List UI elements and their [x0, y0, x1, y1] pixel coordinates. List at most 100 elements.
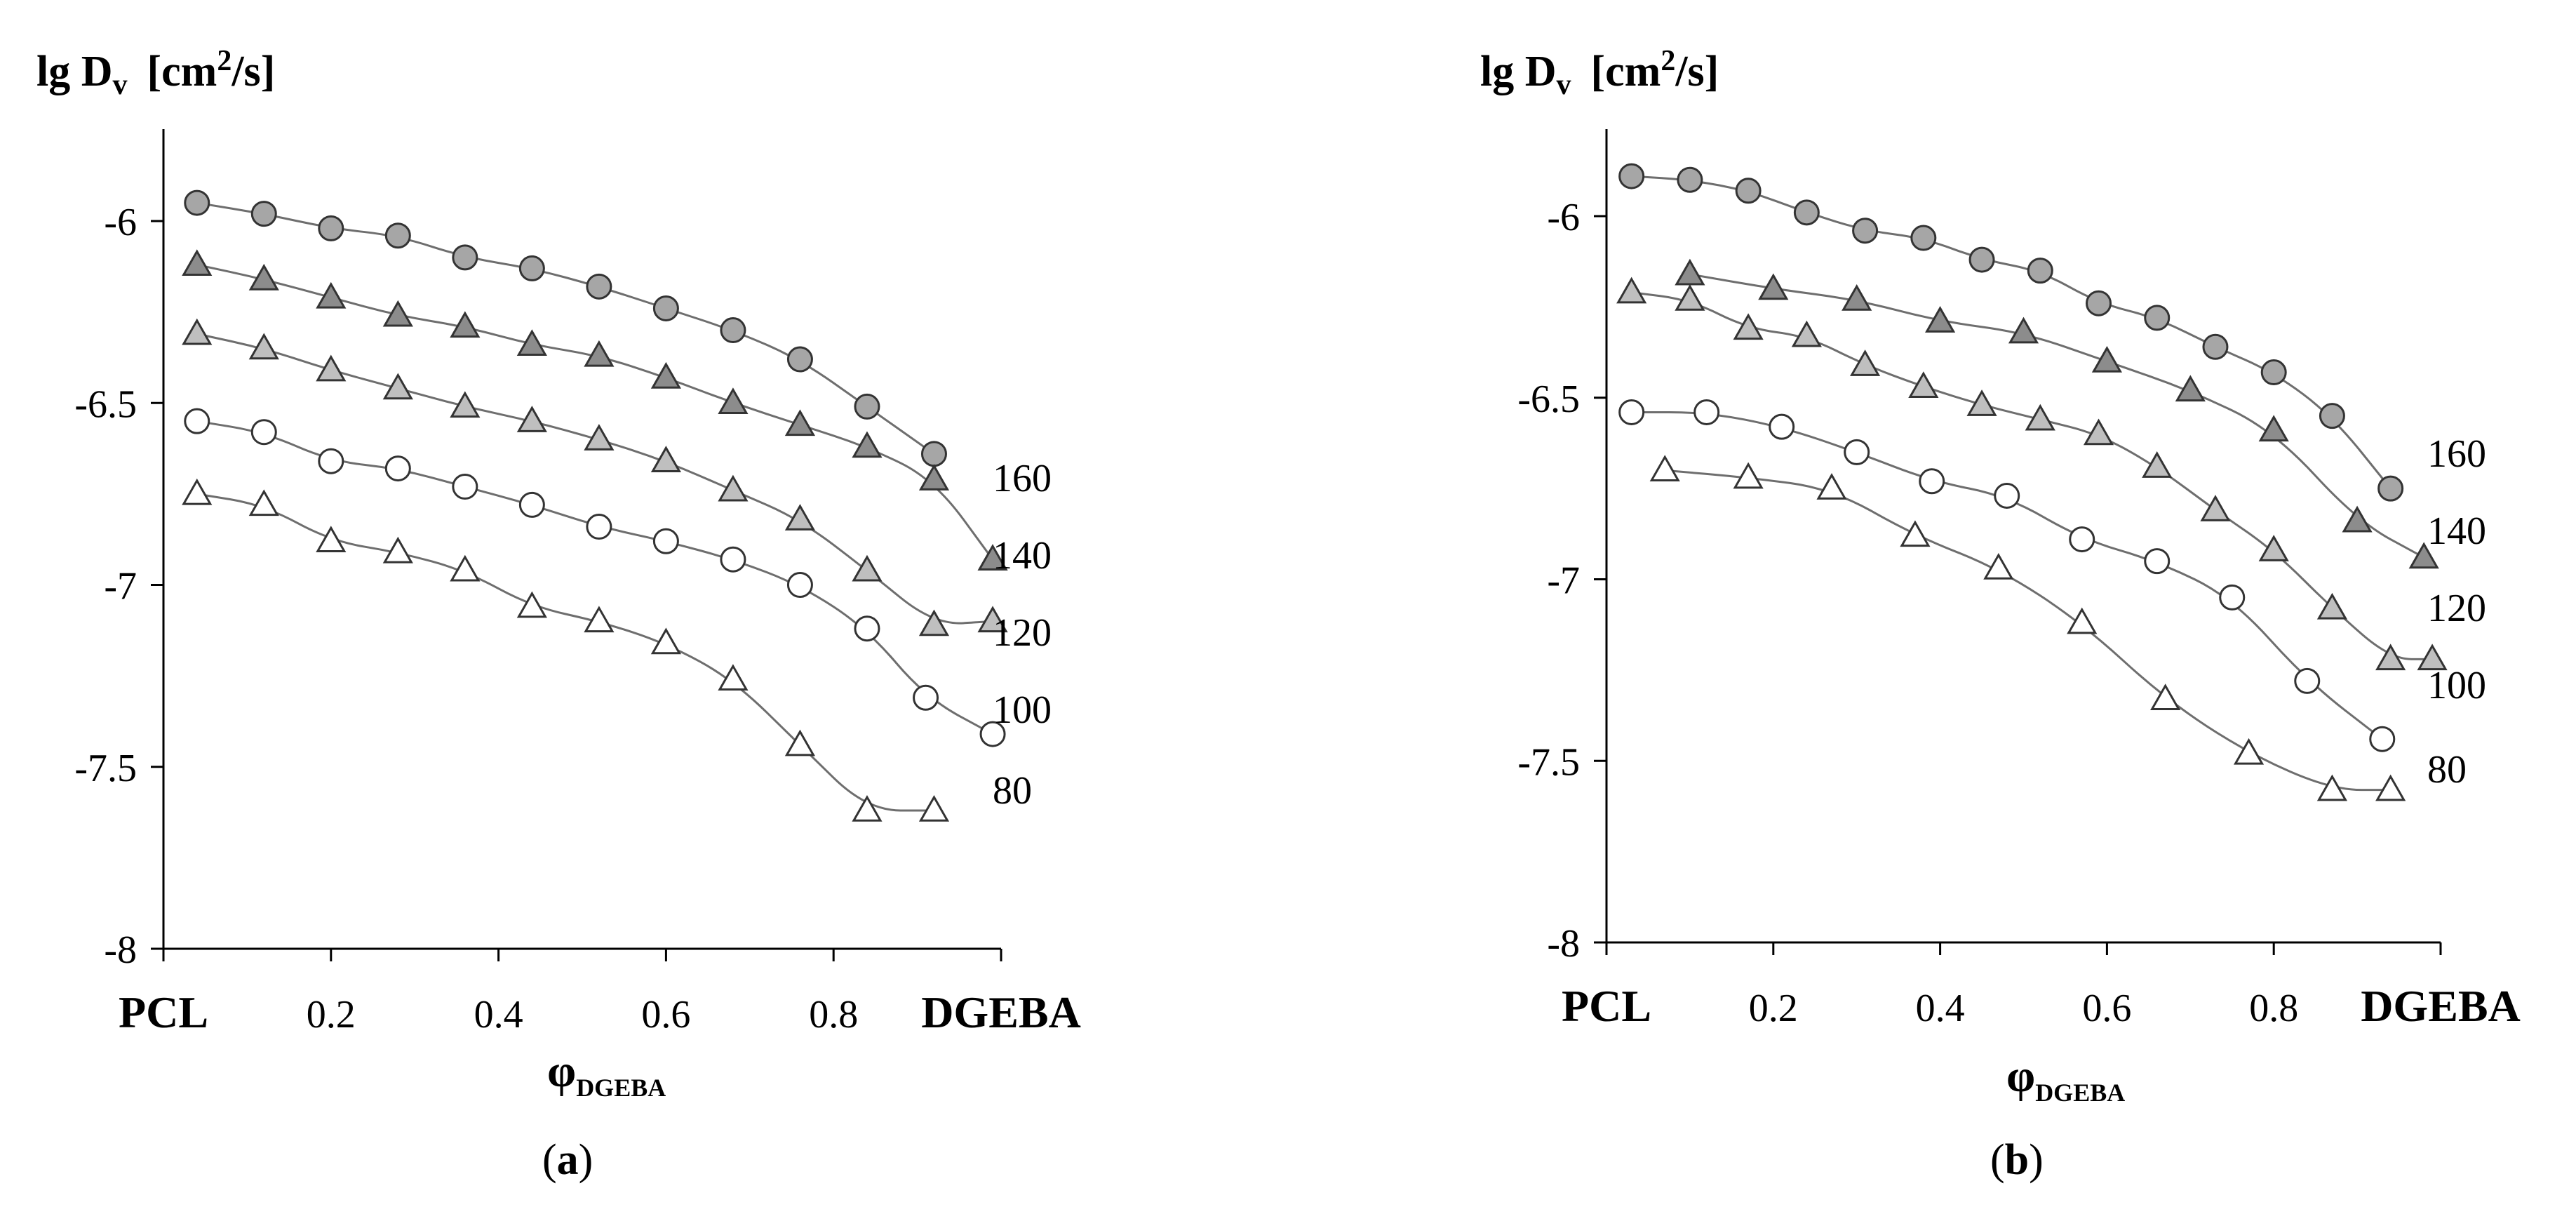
point-a-100-9 — [786, 572, 813, 598]
point-b-140-4 — [2008, 316, 2039, 344]
point-b-140-0 — [1675, 258, 1705, 286]
x-tick-label-a-0: PCL — [119, 987, 208, 1037]
point-b-100-4 — [1919, 468, 1945, 495]
point-b-80-1 — [1733, 462, 1764, 489]
point-a-100-4 — [452, 474, 478, 500]
curve-label-b-2: 120 — [2427, 587, 2486, 630]
point-b-80-0 — [1649, 455, 1680, 481]
y-tick-label-a-4: -8 — [104, 928, 137, 972]
point-b-120-10 — [2200, 495, 2231, 521]
point-b-120-0 — [1616, 276, 1647, 304]
point-a-100-8 — [720, 546, 746, 573]
y-tick-label-a-1: -6.5 — [74, 382, 137, 426]
point-b-120-8 — [2083, 418, 2114, 446]
point-b-120-11 — [2258, 535, 2289, 561]
y-title-end-a: /s] — [231, 48, 275, 95]
x-title-sub-a: DGEBA — [576, 1074, 666, 1102]
x-tick-label-b-2: 0.4 — [1916, 987, 1965, 1030]
point-a-80-4 — [450, 554, 481, 582]
point-b-100-5 — [1994, 482, 2020, 509]
point-b-80-5 — [2067, 607, 2098, 634]
point-b-100-1 — [1693, 399, 1720, 425]
point-b-160-5 — [1910, 225, 1937, 251]
point-b-120-9 — [2142, 451, 2173, 478]
point-a-140-3 — [382, 300, 413, 327]
point-b-80-4 — [1983, 552, 2014, 580]
point-a-140-6 — [584, 340, 615, 367]
point-b-80-9 — [2375, 774, 2406, 801]
y-title-unit-a: [cm — [147, 48, 217, 95]
x-tick-label-a-4: 0.8 — [809, 993, 858, 1036]
point-b-160-8 — [2086, 290, 2112, 316]
y-title-end-b: /s] — [1675, 48, 1719, 95]
point-a-140-11 — [918, 464, 950, 491]
point-b-140-1 — [1758, 273, 1789, 300]
series-line-b-100 — [1631, 411, 2383, 740]
point-a-80-6 — [584, 606, 615, 633]
series-line-a-140 — [196, 263, 994, 561]
x-axis-title-a: φDGEBA — [547, 1046, 666, 1102]
curve-label-b-1: 140 — [2427, 509, 2486, 553]
point-b-120-7 — [2025, 404, 2055, 431]
curve-label-a-2: 120 — [993, 611, 1052, 655]
y-axis-title-a: lg Dv [cm2/s] — [36, 45, 275, 101]
y-tick-label-a-0: -6 — [104, 201, 137, 244]
x-title-sub-b: DGEBA — [2035, 1079, 2125, 1107]
series-line-b-140 — [1689, 273, 2424, 559]
curve-label-a-3: 100 — [993, 688, 1052, 732]
x-title-main-b: φ — [2006, 1051, 2035, 1102]
point-b-140-3 — [1925, 306, 1956, 333]
point-a-80-3 — [382, 536, 413, 564]
point-a-160-4 — [452, 244, 478, 271]
point-b-160-3 — [1793, 199, 1820, 226]
y-title-main-b: lg D — [1480, 48, 1557, 95]
point-a-140-9 — [784, 409, 816, 436]
x-tick-label-a-2: 0.4 — [474, 993, 523, 1036]
point-a-140-4 — [450, 311, 481, 338]
point-a-120-6 — [584, 424, 615, 451]
point-b-120-13 — [2375, 643, 2406, 671]
point-b-100-10 — [2369, 726, 2396, 752]
x-axis-title-b: φDGEBA — [2006, 1051, 2125, 1107]
y-title-unit-b: [cm — [1591, 48, 1661, 95]
y-tick-label-a-3: -7.5 — [74, 747, 137, 790]
x-tick-label-b-0: PCL — [1562, 981, 1651, 1031]
point-a-160-0 — [184, 189, 210, 216]
point-a-80-11 — [918, 794, 950, 822]
point-a-100-1 — [250, 419, 277, 446]
y-tick-label-b-4: -8 — [1547, 922, 1580, 966]
point-b-120-6 — [1966, 389, 1997, 416]
point-a-120-3 — [382, 373, 413, 400]
curve-label-b-0: 160 — [2427, 432, 2486, 476]
y-tick-label-b-3: -7.5 — [1517, 740, 1580, 784]
y-title-sup-b: 2 — [1661, 45, 1675, 77]
point-b-100-2 — [1769, 413, 1795, 440]
point-b-100-7 — [2144, 548, 2171, 575]
point-b-160-1 — [1677, 166, 1703, 193]
point-a-140-7 — [650, 361, 681, 389]
point-b-120-14 — [2417, 643, 2448, 671]
point-b-140-2 — [1842, 284, 1872, 311]
point-a-100-10 — [854, 615, 880, 642]
x-tick-label-b-5: DGEBA — [2361, 981, 2521, 1031]
point-a-80-2 — [316, 526, 347, 553]
point-a-100-0 — [184, 408, 210, 434]
point-a-160-7 — [652, 295, 679, 321]
x-tick-label-b-4: 0.8 — [2249, 987, 2298, 1030]
point-a-120-1 — [248, 333, 279, 360]
point-a-80-8 — [718, 664, 749, 691]
point-b-160-13 — [2377, 475, 2404, 502]
y-title-sub-a: v — [113, 69, 128, 101]
point-a-160-10 — [854, 393, 880, 420]
point-b-120-2 — [1733, 313, 1764, 340]
curve-label-b-4: 80 — [2427, 748, 2467, 792]
point-b-160-6 — [1968, 246, 1995, 273]
point-b-120-3 — [1791, 320, 1822, 347]
point-a-120-11 — [918, 609, 950, 636]
point-b-160-0 — [1618, 163, 1645, 189]
caption-a: (a) — [542, 1136, 593, 1184]
point-b-80-8 — [2316, 774, 2348, 801]
point-a-160-3 — [384, 222, 411, 249]
series-line-a-80 — [196, 493, 934, 812]
point-a-80-7 — [650, 627, 681, 655]
